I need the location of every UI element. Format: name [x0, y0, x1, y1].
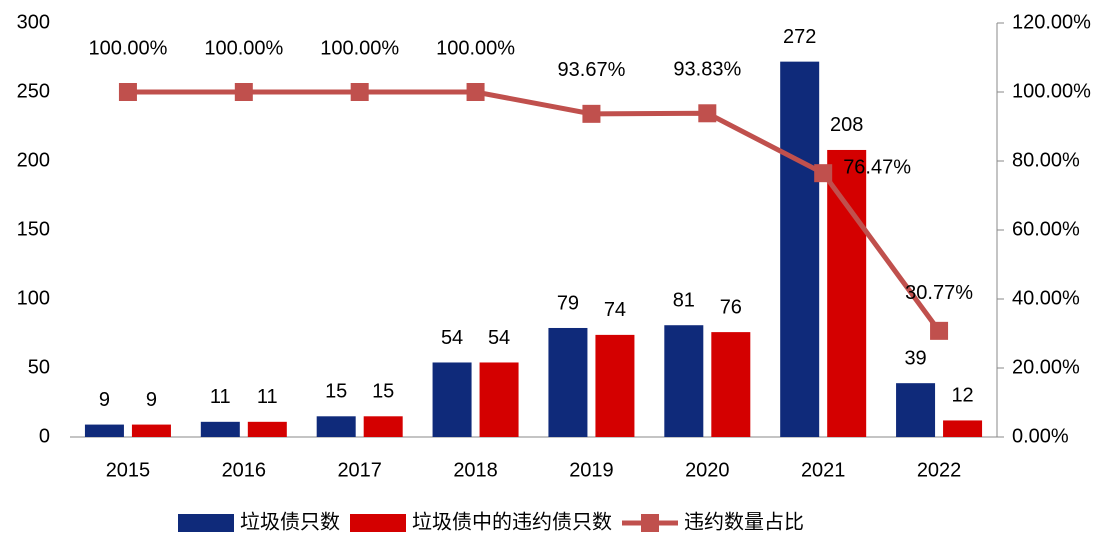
line-value-label: 30.77% [905, 282, 973, 304]
bar-value-label: 76 [720, 296, 742, 318]
bar-value-label: 9 [146, 389, 157, 411]
line-value-label: 93.67% [558, 59, 626, 81]
y-tick-label: 200 [17, 149, 50, 171]
bar-value-label: 11 [257, 386, 278, 408]
x-tick-label: 2021 [801, 459, 846, 481]
bar [664, 325, 704, 437]
bar [711, 332, 751, 437]
bar [548, 327, 588, 437]
x-tick-label: 2019 [569, 459, 614, 481]
bar-value-label: 39 [904, 347, 926, 369]
y-tick-label: 50 [28, 356, 50, 378]
line-marker [350, 83, 369, 101]
line-marker [466, 83, 485, 101]
line-value-label: 100.00% [436, 37, 515, 59]
bar [247, 421, 287, 437]
line-marker [698, 104, 717, 123]
line-marker [234, 83, 253, 101]
bar-value-label: 9 [99, 389, 110, 411]
bar-value-label: 208 [830, 114, 863, 136]
legend-swatch [350, 514, 406, 532]
bar [479, 362, 519, 437]
y2-tick-label: 20.00% [1012, 356, 1080, 378]
line-marker [930, 321, 949, 340]
line-value-label: 100.00% [204, 37, 283, 59]
y-tick-label: 0 [39, 425, 50, 447]
y2-tick-label: 100.00% [1012, 80, 1091, 102]
y-tick-label: 250 [17, 80, 50, 102]
line [127, 89, 942, 333]
line-marker [582, 104, 601, 123]
line-value-label: 100.00% [88, 37, 167, 59]
line-marker [814, 164, 833, 183]
x-tick-label: 2022 [917, 459, 962, 481]
line-value-label: 100.00% [320, 37, 399, 59]
bar-value-label: 15 [325, 381, 347, 403]
legend-label: 违约数量占比 [684, 510, 804, 533]
y2-tick-label: 40.00% [1012, 287, 1080, 309]
legend-label: 垃圾债中的违约债只数 [412, 510, 612, 533]
y-tick-label: 100 [17, 287, 50, 309]
bar [131, 424, 171, 437]
bar-value-label: 54 [488, 327, 510, 349]
bar [595, 334, 635, 437]
y2-tick-label: 0.00% [1012, 425, 1069, 447]
line-marker [118, 83, 137, 101]
y2-tick-label: 120.00% [1012, 11, 1091, 33]
bar-value-label: 272 [783, 26, 816, 48]
bar-value-label: 12 [951, 385, 973, 407]
bar-value-label: 15 [372, 381, 394, 403]
bar-value-label: 74 [604, 299, 626, 321]
bar-value-label: 81 [673, 290, 695, 312]
x-tick-label: 2015 [106, 459, 151, 481]
y2-tick-label: 80.00% [1012, 149, 1080, 171]
bar [200, 421, 240, 437]
legend-swatch [641, 514, 659, 532]
bar [432, 362, 472, 437]
y-tick-label: 150 [17, 218, 50, 240]
bar [943, 420, 983, 437]
x-tick-label: 2016 [222, 459, 267, 481]
line-value-label: 93.83% [673, 59, 741, 81]
y2-tick-label: 60.00% [1012, 218, 1080, 240]
y-tick-label: 300 [17, 11, 50, 33]
bar-value-label: 79 [557, 292, 579, 314]
bar [780, 61, 820, 437]
bar [896, 383, 936, 437]
bar-value-label: 54 [441, 327, 463, 349]
bar [316, 416, 356, 437]
bar [827, 149, 867, 437]
legend-swatch [178, 514, 234, 532]
bar-value-label: 11 [210, 386, 231, 408]
line-value-label: 76.47% [843, 156, 911, 178]
x-tick-label: 2017 [337, 459, 382, 481]
x-tick-label: 2018 [453, 459, 498, 481]
bar [84, 424, 124, 437]
bar [363, 416, 403, 437]
legend-label: 垃圾债只数 [240, 510, 340, 533]
x-tick-label: 2020 [685, 459, 730, 481]
